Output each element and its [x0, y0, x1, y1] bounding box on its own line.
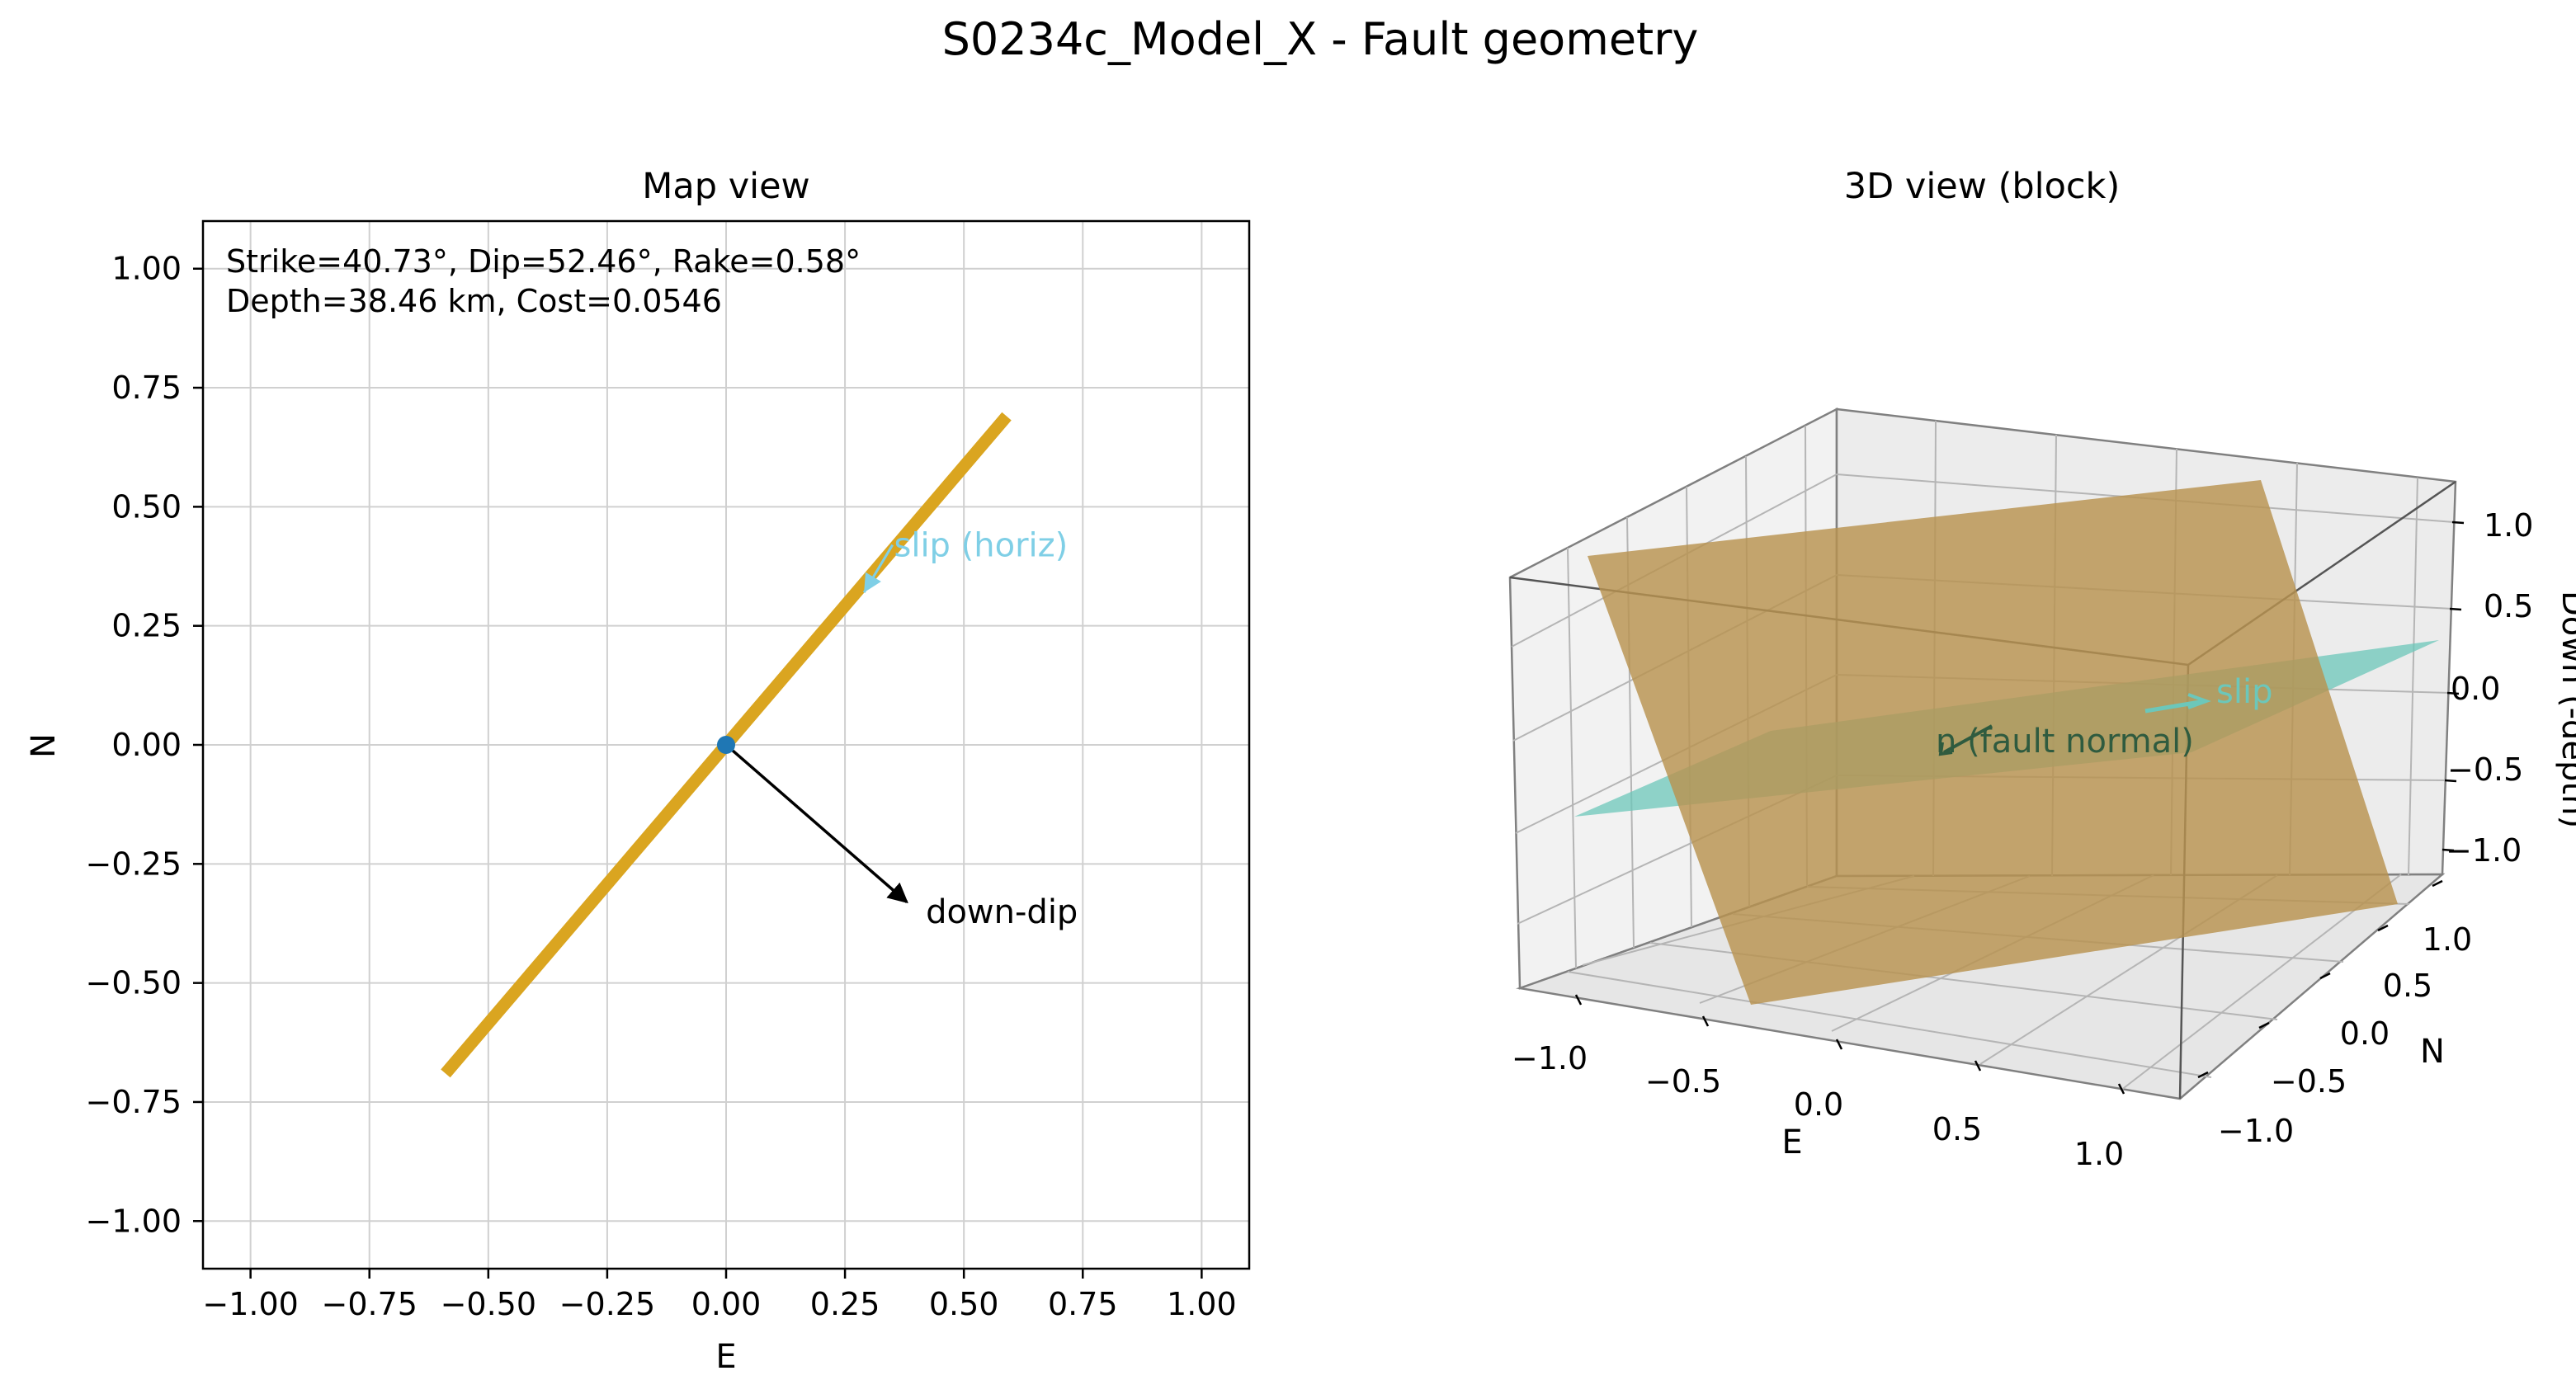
slip-vector-3d-head [2187, 693, 2211, 709]
block-z-tick: 0.5 [2484, 588, 2533, 624]
block-x-tick: −0.5 [1645, 1063, 1721, 1100]
block-z-tick: −1.0 [2446, 832, 2522, 869]
epicenter-point [717, 736, 735, 754]
slip-horiz-arrow-head [864, 572, 881, 593]
block-y-tick: −1.0 [2218, 1113, 2294, 1149]
block-z-tick: 1.0 [2484, 507, 2533, 544]
block-y-tick: 0.0 [2340, 1015, 2390, 1052]
block-x-tick: 0.5 [1932, 1111, 1982, 1147]
map-y-tick-label: −0.75 [86, 1084, 182, 1120]
map-x-axis-label: E [715, 1338, 736, 1376]
block-y-tick: −0.5 [2271, 1063, 2347, 1100]
map-y-axis-label: N [25, 733, 63, 758]
map-view-panel: Map view −1.00 −0.75 −0.50 −0.25 0.00 0.25 0.5… [25, 166, 1251, 1376]
block-3d-tick-marks [1574, 521, 2465, 1095]
map-x-tick-label: 0.75 [1048, 1286, 1118, 1322]
block-y-tick: 1.0 [2423, 921, 2472, 958]
map-ticks: −1.00 −0.75 −0.50 −0.25 0.00 0.25 0.50 0.75 1.00… [86, 251, 1237, 1322]
map-y-tick-label: 1.00 [111, 251, 182, 287]
map-x-tick-label: −0.50 [441, 1286, 536, 1322]
normal-vector-3d [1943, 724, 1993, 754]
block-x-tick: 0.0 [1794, 1086, 1843, 1123]
map-y-tick-label: 0.75 [111, 370, 182, 406]
slip-horiz-label: slip (horiz) [894, 527, 1068, 565]
figure-suptitle: S0234c_Model_X - Fault geometry [942, 13, 1699, 65]
map-x-tick-label: 0.00 [691, 1286, 762, 1322]
block-z-axis-label: Down (-depth) [2555, 591, 2576, 828]
block-x-axis-label: E [1781, 1123, 1802, 1161]
map-x-tick-label: −0.25 [559, 1286, 655, 1322]
map-y-tick-label: 0.25 [111, 608, 182, 644]
map-x-tick-label: −1.00 [202, 1286, 298, 1322]
block-3d-title: 3D view (block) [1844, 166, 2120, 207]
map-y-tick-label: −1.00 [86, 1203, 182, 1239]
map-y-tick-label: −0.25 [86, 846, 182, 882]
map-y-tick-label: 0.50 [111, 488, 182, 525]
map-x-tick-label: 0.25 [810, 1286, 880, 1322]
fault-normal-label: n (fault normal) [1936, 723, 2194, 761]
block-x-tick: −1.0 [1512, 1040, 1588, 1076]
block-z-tick: −0.5 [2447, 751, 2523, 788]
block-3d-panel: 3D view (block) [1508, 166, 2576, 1172]
fault-plane-surface [1588, 480, 2398, 1005]
map-info-line-1: Strike=40.73°, Dip=52.46°, Rake=0.58° [226, 243, 861, 280]
block-x-tick: 1.0 [2074, 1136, 2124, 1172]
map-x-tick-label: 1.00 [1167, 1286, 1237, 1322]
map-x-tick-label: 0.50 [929, 1286, 999, 1322]
down-dip-arrow [724, 743, 908, 904]
map-view-title: Map view [642, 166, 809, 207]
map-y-tick-label: −0.50 [86, 965, 182, 1001]
map-info-line-2: Depth=38.46 km, Cost=0.0546 [226, 283, 722, 319]
block-y-axis-label: N [2420, 1033, 2445, 1071]
map-x-tick-label: −0.75 [322, 1286, 418, 1322]
slip-horiz-arrow [862, 544, 894, 594]
block-y-tick: 0.5 [2383, 968, 2432, 1004]
slip-3d-label: slip [2216, 673, 2272, 711]
down-dip-label: down-dip [926, 893, 1078, 931]
normal-vector-3d-head [1938, 742, 1953, 756]
block-z-tick: 0.0 [2451, 671, 2500, 707]
map-y-tick-label: 0.00 [111, 727, 182, 763]
slip-vector-3d [2144, 699, 2206, 714]
map-axes-frame [201, 219, 1251, 1270]
